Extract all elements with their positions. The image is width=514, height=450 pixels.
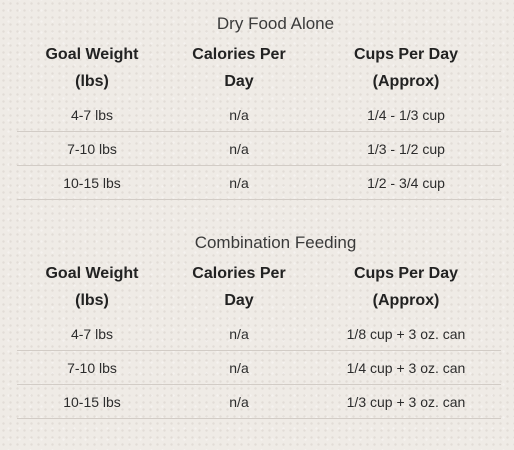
cell-weight: 7-10 lbs xyxy=(67,140,117,157)
header-line: Calories Per xyxy=(192,46,286,63)
table-header: Goal Weight (lbs) Calories Per Day Cups … xyxy=(17,257,501,317)
cell-calories: n/a xyxy=(229,393,249,410)
cell-weight: 10-15 lbs xyxy=(63,393,121,410)
cell-cups: 1/4 - 1/3 cup xyxy=(367,106,445,123)
cell-cups: 1/3 cup + 3 oz. can xyxy=(346,393,466,410)
header-line: Cups Per Day xyxy=(353,46,459,63)
header-line: Goal Weight xyxy=(45,265,139,282)
cell-weight: 4-7 lbs xyxy=(70,106,114,123)
table-row: 7-10 lbs n/a 1/4 cup + 3 oz. can xyxy=(17,351,501,385)
header-calories: Calories Per Day xyxy=(167,260,311,314)
header-line: Day xyxy=(224,73,254,90)
header-calories: Calories Per Day xyxy=(167,41,311,95)
cell-calories: n/a xyxy=(229,325,249,342)
cell-calories: n/a xyxy=(229,106,249,123)
cell-weight: 7-10 lbs xyxy=(67,359,117,376)
header-cups: Cups Per Day (Approx) xyxy=(311,41,501,95)
cell-cups: 1/4 cup + 3 oz. can xyxy=(346,359,466,376)
cell-cups: 1/3 - 1/2 cup xyxy=(367,140,445,157)
header-line: Day xyxy=(224,292,254,309)
table-row: 10-15 lbs n/a 1/2 - 3/4 cup xyxy=(17,166,501,200)
cell-calories: n/a xyxy=(229,359,249,376)
header-line: (Approx) xyxy=(372,73,440,90)
table-row: 4-7 lbs n/a 1/4 - 1/3 cup xyxy=(17,98,501,132)
dry-food-table: Goal Weight (lbs) Calories Per Day Cups … xyxy=(17,38,501,200)
header-goal-weight: Goal Weight (lbs) xyxy=(17,41,167,95)
header-line: Cups Per Day xyxy=(353,265,459,282)
cell-calories: n/a xyxy=(229,140,249,157)
header-line: Calories Per xyxy=(192,265,286,282)
header-line: Goal Weight xyxy=(45,46,139,63)
combination-feeding-section: Combination Feeding Goal Weight (lbs) Ca… xyxy=(17,229,501,419)
cell-weight: 4-7 lbs xyxy=(70,325,114,342)
table-row: 7-10 lbs n/a 1/3 - 1/2 cup xyxy=(17,132,501,166)
header-line: (Approx) xyxy=(372,292,440,309)
cell-cups: 1/8 cup + 3 oz. can xyxy=(346,325,466,342)
table-header: Goal Weight (lbs) Calories Per Day Cups … xyxy=(17,38,501,98)
header-goal-weight: Goal Weight (lbs) xyxy=(17,260,167,314)
dry-food-section: Dry Food Alone Goal Weight (lbs) Calorie… xyxy=(17,10,501,200)
table-row: 4-7 lbs n/a 1/8 cup + 3 oz. can xyxy=(17,317,501,351)
table-row: 10-15 lbs n/a 1/3 cup + 3 oz. can xyxy=(17,385,501,419)
cell-weight: 10-15 lbs xyxy=(63,174,121,191)
cell-calories: n/a xyxy=(229,174,249,191)
header-line: (lbs) xyxy=(75,73,109,90)
cell-cups: 1/2 - 3/4 cup xyxy=(367,174,445,191)
header-line: (lbs) xyxy=(75,292,109,309)
section-title: Combination Feeding xyxy=(194,233,357,252)
combination-feeding-table: Goal Weight (lbs) Calories Per Day Cups … xyxy=(17,257,501,419)
section-title: Dry Food Alone xyxy=(216,14,335,33)
header-cups: Cups Per Day (Approx) xyxy=(311,260,501,314)
